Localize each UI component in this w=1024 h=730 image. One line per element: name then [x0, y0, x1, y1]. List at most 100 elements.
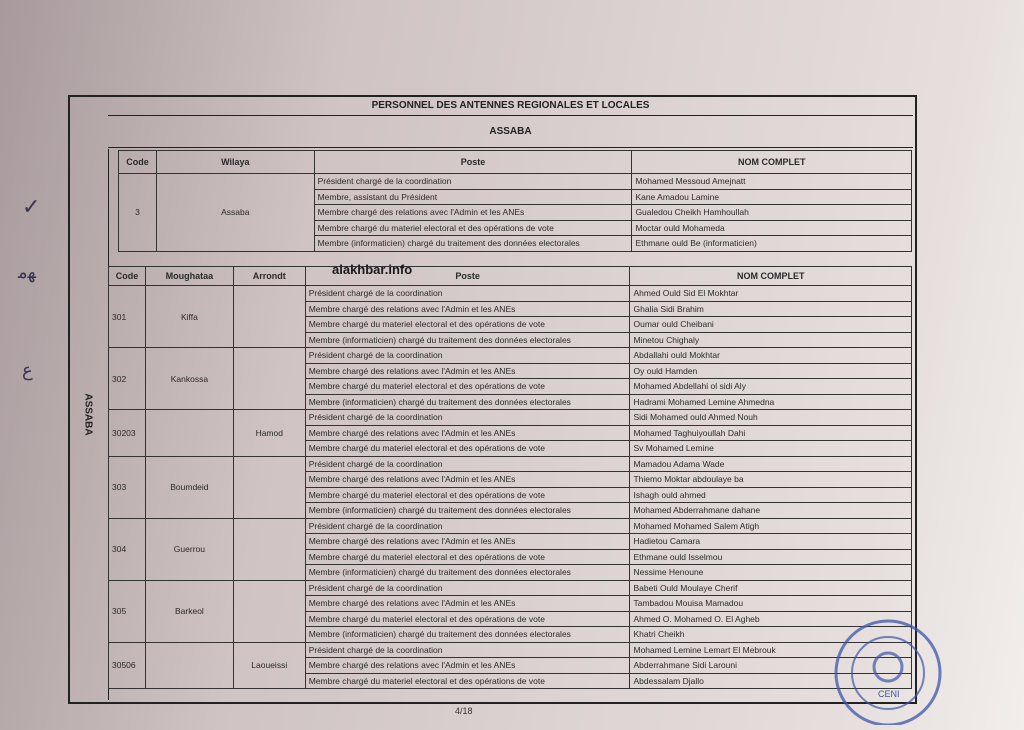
table-row: 3 Assaba Président chargé de la coordinati…: [118, 173, 912, 252]
nom-cell: Ethmane ould Be (informaticien): [631, 235, 912, 252]
code-cell: 30203: [108, 409, 146, 457]
nom-cell: Mohamed Messoud Amejnatt: [631, 173, 912, 190]
header-moughataa: Moughataa: [144, 266, 234, 286]
poste-cell: Membre chargé du materiel electoral et d…: [313, 219, 633, 236]
nom-cell: Mohamed Abderrahmane dahane: [629, 502, 912, 519]
poste-cell: Membre chargé du materiel electoral et d…: [304, 610, 631, 627]
poste-cell: Président chargé de la coordination: [304, 409, 631, 426]
moughataa-cell: [144, 409, 234, 457]
code-cell: 303: [108, 455, 146, 519]
moughataa-cell: Guerrou: [144, 517, 234, 581]
arrondt-cell: Hamod: [232, 409, 306, 457]
table-row: 305 Barkeol Président chargé de la coordin…: [108, 579, 912, 643]
wilaya-cell: Assaba: [155, 173, 315, 252]
poste-cell: Membre (informaticien) chargé du traitem…: [304, 564, 631, 581]
nom-cell: Abdessalam Djallo: [629, 672, 912, 689]
nom-cell: Gualedou Cheikh Hamhoullah: [631, 204, 912, 221]
poste-cell: Membre chargé des relations avec l'Admin…: [304, 471, 631, 488]
header-code: Code: [118, 150, 157, 174]
handwritten-mark: ع: [22, 360, 33, 381]
poste-cell: Membre (informaticien) chargé du traitem…: [304, 502, 631, 519]
nom-cell: Ethmane ould Isselmou: [629, 548, 912, 565]
page-number: 4/18: [455, 706, 473, 716]
poste-cell: Membre chargé des relations avec l'Admin…: [304, 595, 631, 612]
table-row: 30506 Laoueissi Président chargé de la coo…: [108, 641, 912, 689]
nom-cell: Tambadou Mouisa Mamadou: [629, 595, 912, 612]
poste-cell: Membre chargé des relations avec l'Admin…: [304, 362, 631, 379]
table-row: Membre chargé des relations avec l'Admin…: [109, 424, 912, 441]
poste-cell: Membre chargé des relations avec l'Admin…: [304, 533, 631, 550]
arrondt-cell: Laoueissi: [232, 641, 306, 689]
table-row: Membre (informaticien) chargé du traitem…: [119, 235, 912, 252]
poste-cell: Membre chargé des relations avec l'Admin…: [304, 300, 631, 317]
table-row: Membre chargé des relations avec l'Admin…: [109, 657, 912, 674]
document-frame: [68, 95, 917, 704]
nom-cell: Thiemo Moktar abdoulaye ba: [629, 471, 912, 488]
header-nom: NOM COMPLET: [631, 150, 912, 174]
poste-cell: Membre chargé du materiel electoral et d…: [304, 486, 631, 503]
wilaya-table: Code Wilaya Poste NOM COMPLET 3 Assaba Pré…: [118, 150, 912, 252]
poste-cell: Membre, assistant du Président: [313, 188, 633, 205]
arrondt-cell: [232, 285, 306, 348]
poste-cell: Membre (informaticien) chargé du traitem…: [304, 393, 631, 410]
document-title: PERSONNEL DES ANTENNES REGIONALES ET LOC…: [108, 97, 913, 116]
arrondt-cell: [232, 517, 306, 581]
header-wilaya: Wilaya: [155, 150, 315, 174]
nom-cell: Mohamed Abdellahi ol sidi Aly: [629, 378, 912, 395]
nom-cell: Minetou Chighaly: [629, 331, 912, 348]
moughataa-table: Code Moughataa Arrondt Poste NOM COMPLET…: [108, 266, 912, 689]
nom-cell: Hadietou Camara: [629, 533, 912, 550]
poste-cell: Membre chargé du materiel electoral et d…: [304, 440, 631, 457]
moughataa-cell: [144, 641, 234, 689]
poste-cell: Membre chargé du materiel electoral et d…: [304, 548, 631, 565]
poste-cell: Membre (informaticien) chargé du traitem…: [304, 331, 631, 348]
table-row: Membre (informaticien) chargé du traitem…: [109, 331, 912, 348]
table-row: 303 Boumdeid Président chargé de la coordi…: [108, 455, 912, 519]
table-row: Membre chargé du materiel electoral et d…: [109, 440, 912, 457]
poste-cell: Membre chargé du materiel electoral et d…: [304, 316, 631, 333]
table-row: Membre chargé des relations avec l'Admin…: [119, 204, 912, 221]
poste-cell: Président chargé de la coordination: [304, 285, 631, 302]
arrondt-cell: [232, 347, 306, 410]
table-row: Membre (informaticien) chargé du traitem…: [109, 564, 912, 581]
nom-cell: Ahmed Ould Sid El Mokhtar: [629, 285, 912, 302]
poste-cell: Président chargé de la coordination: [304, 347, 631, 364]
poste-cell: Membre (informaticien) chargé du traitem…: [313, 235, 633, 252]
nom-cell: Ghalia Sidi Brahim: [629, 300, 912, 317]
header-nom: NOM COMPLET: [629, 266, 912, 286]
handwritten-mark: ✓: [22, 195, 41, 220]
code-cell: 3: [118, 173, 157, 252]
poste-cell: Membre chargé du materiel electoral et d…: [304, 378, 631, 395]
nom-cell: Ishagh ould ahmed: [629, 486, 912, 503]
nom-cell: Mamadou Adama Wade: [629, 455, 912, 472]
moughataa-cell: Kiffa: [144, 285, 234, 348]
poste-cell: Membre chargé du materiel electoral et d…: [304, 672, 631, 689]
handwritten-mark: ﻬﻣ: [18, 262, 36, 283]
table-row: Membre chargé du materiel electoral et d…: [109, 672, 912, 689]
nom-cell: Mohamed Taghuiyoullah Dahi: [629, 424, 912, 441]
table-row: 302 Kankossa Président chargé de la coordi…: [108, 347, 912, 410]
table-row: 30203 Hamod Président chargé de la coordin…: [108, 409, 912, 457]
poste-cell: Membre chargé des relations avec l'Admin…: [313, 204, 633, 221]
table-row: Membre chargé des relations avec l'Admin…: [109, 595, 912, 612]
side-label-text: ASSABA: [82, 393, 94, 436]
poste-cell: Président chargé de la coordination: [304, 517, 631, 534]
nom-cell: Hadrami Mohamed Lemine Ahmedna: [629, 393, 912, 410]
code-cell: 30506: [108, 641, 146, 689]
arrondt-cell: [232, 455, 306, 519]
watermark: alakhbar.info: [332, 262, 413, 277]
table-row: 301 Kiffa Président chargé de la coordinat…: [108, 285, 912, 348]
nom-cell: Kane Amadou Lamine: [631, 188, 912, 205]
nom-cell: Oy ould Hamden: [629, 362, 912, 379]
code-cell: 301: [108, 285, 146, 348]
table-row: Membre chargé des relations avec l'Admin…: [109, 362, 912, 379]
code-cell: 304: [108, 517, 146, 581]
poste-cell: Président chargé de la coordination: [304, 579, 631, 596]
nom-cell: Oumar ould Cheibani: [629, 316, 912, 333]
header-poste: Poste: [304, 266, 631, 286]
table-row: Membre (informaticien) chargé du traitem…: [109, 393, 912, 410]
poste-cell: Membre (informaticien) chargé du traitem…: [304, 626, 631, 643]
table-row: Membre chargé du materiel electoral et d…: [109, 486, 912, 503]
header-code: Code: [108, 266, 146, 286]
header-arrondt: Arrondt: [232, 266, 306, 286]
